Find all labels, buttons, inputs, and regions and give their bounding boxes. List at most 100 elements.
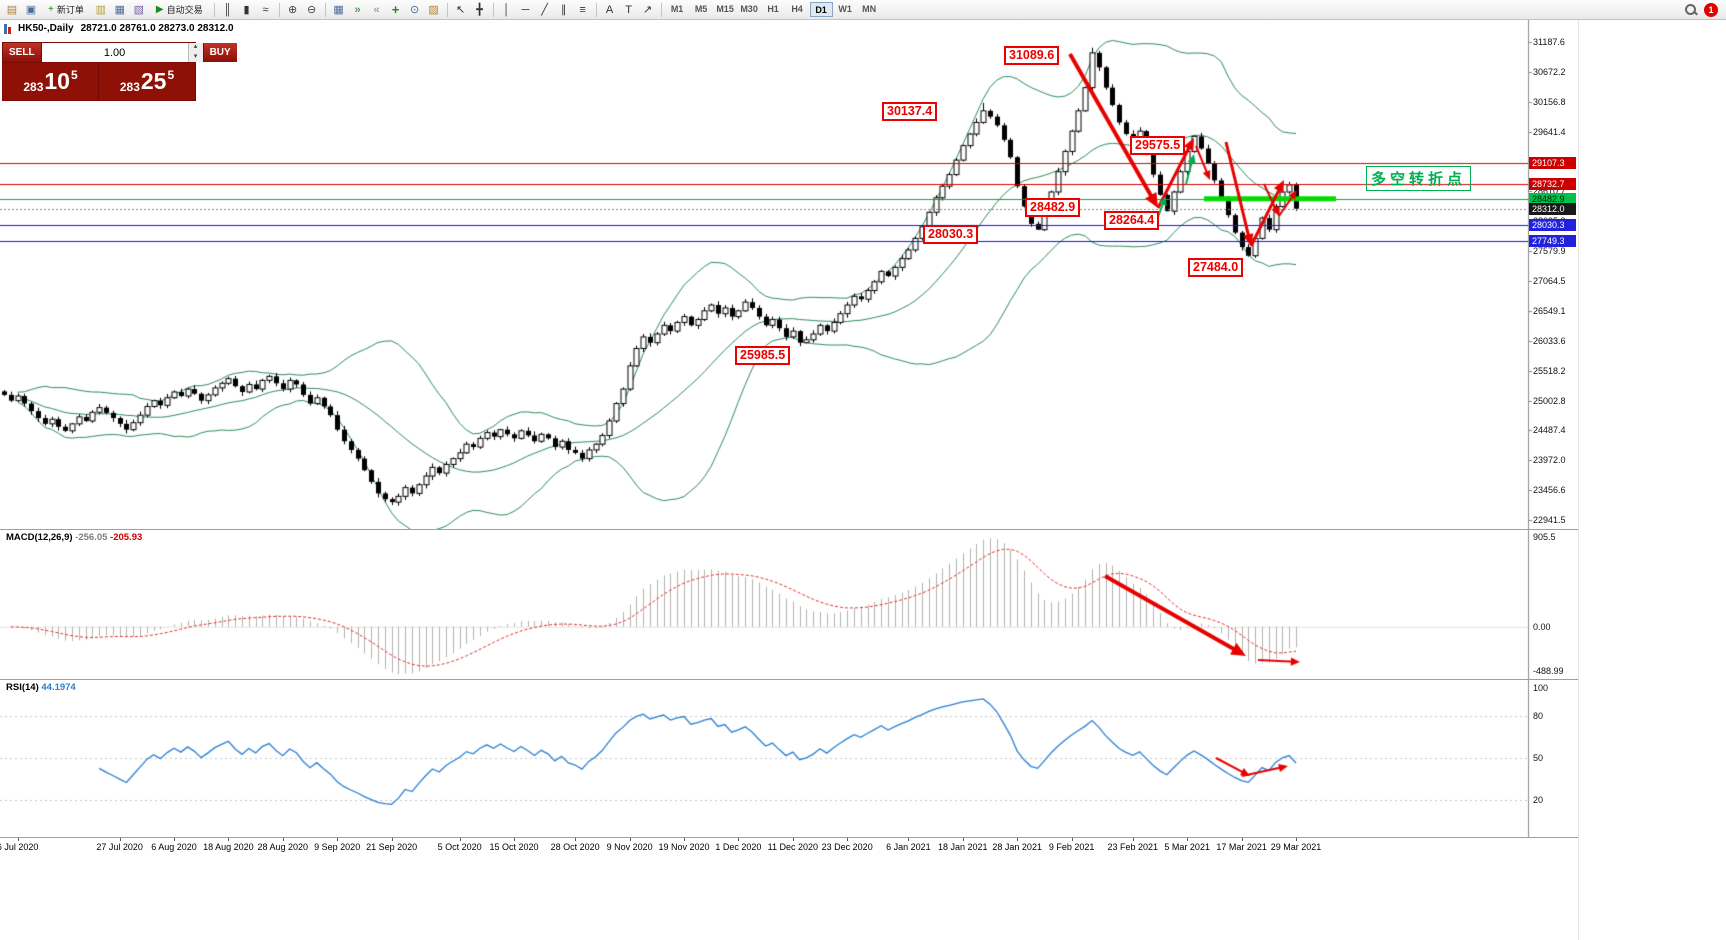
timeframe-M30[interactable]: M30 bbox=[740, 4, 758, 14]
time-axis-tick bbox=[337, 838, 338, 841]
channel-icon[interactable]: ∥ bbox=[560, 3, 567, 16]
arrow-objects-icon[interactable]: ↗ bbox=[642, 3, 653, 16]
date-label: 23 Feb 2021 bbox=[1107, 842, 1159, 852]
date-label: 28 Aug 2020 bbox=[257, 842, 309, 852]
volume-input[interactable] bbox=[41, 43, 188, 62]
time-axis-tick bbox=[460, 838, 461, 841]
zoom-in-icon[interactable]: ⊕ bbox=[287, 3, 298, 16]
auto-scroll-icon[interactable]: » bbox=[354, 3, 361, 16]
line-chart-icon[interactable]: ≈ bbox=[262, 3, 269, 16]
price-axis-label: 26549.1 bbox=[1533, 305, 1566, 316]
navigator-icon[interactable]: ▧ bbox=[133, 3, 145, 16]
date-label: 18 Jan 2021 bbox=[938, 842, 988, 852]
rsi-axis-label: 80 bbox=[1533, 711, 1544, 721]
toolbar-separator bbox=[213, 2, 215, 17]
price-level-tag: 27749.3 bbox=[1529, 235, 1576, 248]
search-icon[interactable] bbox=[1684, 3, 1697, 16]
sell-button[interactable]: SELL bbox=[3, 43, 42, 62]
price-chart-canvas[interactable] bbox=[0, 20, 1578, 529]
price-digits: 25 bbox=[140, 68, 167, 94]
chart-shift-icon[interactable]: « bbox=[373, 3, 380, 16]
time-axis[interactable]: 6 Jul 2020 27 Jul 2020 6 Aug 2020 18 Aug 20… bbox=[0, 837, 1578, 856]
date-label: 27 Jul 2020 bbox=[96, 842, 143, 852]
rsi-canvas[interactable] bbox=[0, 680, 1578, 837]
timeframe-H1[interactable]: H1 bbox=[767, 4, 779, 14]
timeframe-MN[interactable]: MN bbox=[862, 4, 877, 14]
timeframe-M1[interactable]: M1 bbox=[670, 4, 684, 14]
macd-panel: MACD(12,26,9) -256.05 -205.93 905.5 0.00 -… bbox=[0, 529, 1578, 679]
volume-down-button[interactable]: ▾ bbox=[188, 52, 203, 62]
macd-canvas[interactable] bbox=[0, 530, 1578, 679]
time-axis-tick bbox=[908, 838, 909, 841]
volume-up-button[interactable]: ▴ bbox=[188, 43, 203, 53]
templates-icon[interactable]: ▨ bbox=[428, 3, 439, 16]
data-window-icon[interactable]: ▦ bbox=[114, 3, 126, 16]
trade-buttons-row: SELL ▴ ▾ BUY bbox=[3, 43, 237, 62]
zoom-out-icon[interactable]: ⊖ bbox=[306, 3, 317, 16]
price-annotation: 31089.6 bbox=[1004, 46, 1060, 65]
date-label: 18 Aug 2020 bbox=[203, 842, 254, 852]
date-label: 11 Dec 2020 bbox=[767, 842, 818, 852]
indicators-icon[interactable]: + bbox=[391, 1, 400, 17]
chart-window-icon[interactable]: ▤ bbox=[6, 3, 18, 16]
price-annotation: 30137.4 bbox=[882, 102, 938, 121]
time-axis-tick bbox=[1187, 838, 1188, 841]
date-label: 6 Aug 2020 bbox=[151, 842, 197, 852]
toolbar-separator bbox=[324, 2, 326, 17]
text-icon[interactable]: A bbox=[605, 3, 614, 16]
date-label: 9 Sep 2020 bbox=[314, 842, 361, 852]
date-label: 17 Mar 2021 bbox=[1216, 842, 1267, 852]
rsi-label: RSI(14) 44.1974 bbox=[6, 682, 76, 693]
timeframe-H4[interactable]: H4 bbox=[791, 4, 803, 14]
timeframe-M15[interactable]: M15 bbox=[716, 4, 734, 14]
time-axis-tick bbox=[1296, 838, 1297, 841]
bar-chart-icon[interactable]: ║ bbox=[223, 3, 232, 16]
volume-spinner: ▴ ▾ bbox=[187, 43, 203, 62]
price-annotation: 28264.4 bbox=[1104, 211, 1160, 230]
buy-price[interactable]: 283 25 5 bbox=[99, 63, 195, 100]
sell-price[interactable]: 283 10 5 bbox=[3, 63, 99, 100]
price-axis-label: 24487.4 bbox=[1533, 425, 1566, 436]
price-axis-label: 31187.6 bbox=[1533, 37, 1565, 47]
new-order-button-label: 新订单 bbox=[56, 5, 84, 15]
price-level-tag: 28030.3 bbox=[1529, 219, 1576, 232]
auto-trading-button-label: 自动交易 bbox=[166, 5, 203, 15]
date-label: 1 Dec 2020 bbox=[715, 842, 762, 852]
cursor-icon[interactable]: ↖ bbox=[455, 3, 466, 16]
time-axis-tick bbox=[18, 838, 19, 841]
trendline-icon[interactable]: ╱ bbox=[541, 3, 548, 16]
auto-trading-button[interactable]: ▶ 自动交易 bbox=[149, 2, 210, 18]
bull-bear-turning-point-note: 多空转折点 bbox=[1366, 166, 1472, 191]
periods-icon[interactable]: ⊙ bbox=[409, 3, 420, 16]
notification-badge[interactable]: 1 bbox=[1704, 2, 1718, 17]
new-order-button[interactable]: + 新订单 bbox=[41, 2, 91, 18]
tile-windows-icon[interactable]: ▦ bbox=[333, 3, 344, 16]
timeframe-W1[interactable]: W1 bbox=[838, 4, 852, 14]
rsi-value: 44.1974 bbox=[41, 682, 76, 693]
price-annotation: 27484.0 bbox=[1188, 258, 1244, 277]
macd-axis-label: 0.00 bbox=[1533, 621, 1551, 632]
candlestick-chart-icon[interactable]: ▮ bbox=[243, 3, 250, 16]
market-watch-icon[interactable]: ▥ bbox=[95, 3, 107, 16]
time-axis-tick bbox=[1017, 838, 1018, 841]
buy-button[interactable]: BUY bbox=[202, 43, 237, 62]
vertical-line-icon[interactable]: │ bbox=[503, 3, 511, 16]
fibonacci-icon[interactable]: ≡ bbox=[579, 3, 586, 16]
time-axis-tick bbox=[630, 838, 631, 841]
toolbar-separator bbox=[492, 2, 494, 17]
time-axis-tick bbox=[514, 838, 515, 841]
date-label: 9 Nov 2020 bbox=[606, 842, 653, 852]
crosshair-icon[interactable]: ╋ bbox=[476, 3, 483, 16]
macd-main-value: -256.05 bbox=[75, 532, 108, 543]
price-axis-label: 22941.5 bbox=[1533, 515, 1566, 525]
timeframe-M5[interactable]: M5 bbox=[694, 4, 708, 14]
symbol-period-label: HK50-,Daily bbox=[18, 23, 74, 34]
horizontal-line-icon[interactable]: ─ bbox=[521, 3, 530, 16]
macd-axis-label: -488.99 bbox=[1533, 666, 1564, 676]
label-icon[interactable]: T bbox=[625, 3, 632, 16]
timeframe-D1[interactable]: D1 bbox=[809, 2, 833, 17]
price-annotation: 29575.5 bbox=[1130, 136, 1186, 155]
rsi-axis-label: 100 bbox=[1533, 683, 1549, 693]
new-window-icon[interactable]: ▣ bbox=[25, 3, 37, 16]
